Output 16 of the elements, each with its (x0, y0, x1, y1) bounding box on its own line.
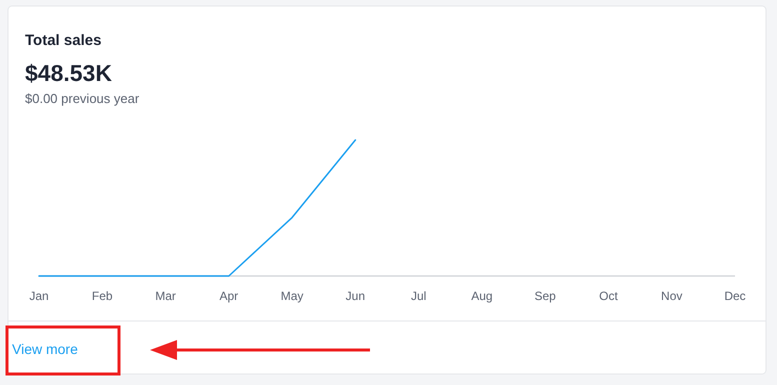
x-tick-label: Aug (471, 289, 493, 303)
x-tick-label: Jul (410, 289, 426, 303)
chart-title: Total sales (25, 32, 102, 49)
text: $0.00 previous year (25, 91, 140, 106)
x-tick-label: Apr (219, 289, 238, 303)
chart-subtitle: $48.53K (25, 60, 112, 86)
text: View more (12, 341, 78, 357)
x-tick-label: Mar (155, 289, 176, 303)
x-tick-label: Oct (599, 289, 618, 303)
x-tick-label: Nov (661, 289, 682, 303)
x-tick-label: Dec (724, 289, 746, 303)
x-tick-label: May (280, 289, 304, 303)
x-tick-label: Sep (534, 289, 556, 303)
x-tick-label: Jan (29, 289, 49, 303)
x-tick-label: Jun (346, 289, 366, 303)
x-tick-label: Feb (92, 289, 113, 303)
